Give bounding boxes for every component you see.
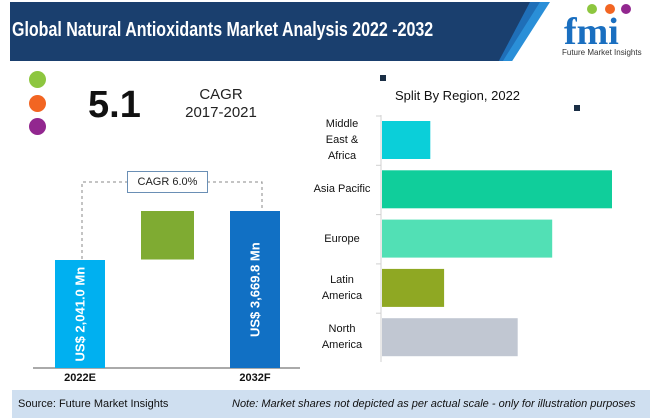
marker-square <box>574 105 580 111</box>
cagr-annotation: CAGR 6.0% <box>127 171 208 193</box>
cagr-period: 2017-2021 <box>185 104 257 121</box>
region-bar <box>382 318 518 357</box>
bar-2032F <box>230 211 280 368</box>
fmi-logo: fmi <box>564 4 631 46</box>
region-label: Middle East & Africa <box>325 118 359 162</box>
cagr-connector <box>81 181 127 259</box>
green-dot <box>29 71 46 88</box>
x-tick-label: 2022E <box>64 372 96 384</box>
region-label: Latin America <box>321 273 363 302</box>
region-label: North America <box>321 323 363 352</box>
region-bar <box>382 268 445 307</box>
cagr-value: 5.1 <box>88 84 141 126</box>
region-label: Asia Pacific <box>313 183 371 196</box>
region-label: Europe <box>324 232 360 245</box>
cagr-title: CAGR <box>199 86 243 103</box>
cagr-label: CAGR 2017-2021 <box>180 86 262 122</box>
cagr-connector <box>207 181 263 211</box>
header-banner <box>10 2 530 61</box>
region-bar <box>382 219 553 258</box>
bar-value-label: US$ 2,041.0 Mn <box>72 266 88 362</box>
orange-dot <box>29 95 46 112</box>
market-size-chart <box>33 115 612 369</box>
bar-2022E <box>55 259 105 368</box>
logo-text: Future Market Insights <box>562 48 642 57</box>
x-tick-label: 2032F <box>239 372 271 384</box>
marker-square <box>380 75 386 81</box>
region-bar <box>382 121 431 159</box>
footer-bar <box>12 390 650 418</box>
bar-value-label: US$ 3,669.8 Mn <box>247 242 263 337</box>
region-chart-title: Split By Region, 2022 <box>395 88 521 103</box>
region-bar <box>382 170 612 209</box>
source-text: Source: Future Market Insights <box>18 398 169 410</box>
logo-letters: fmi <box>564 11 619 46</box>
note-text: Note: Market shares not depicted as per … <box>232 398 636 410</box>
increment-block <box>141 211 194 260</box>
page-title: Global Natural Antioxidants Market Analy… <box>12 19 434 41</box>
purple-dot <box>29 118 46 135</box>
